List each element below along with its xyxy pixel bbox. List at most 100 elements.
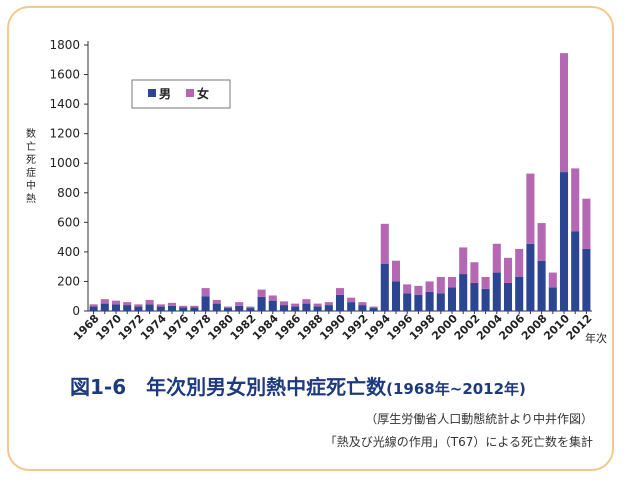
bar-male bbox=[526, 243, 535, 311]
bar-male bbox=[492, 272, 501, 311]
bar-male bbox=[223, 308, 233, 311]
bar-female bbox=[246, 306, 255, 309]
bar-male bbox=[380, 263, 389, 311]
bar-female bbox=[391, 260, 401, 282]
bar-female bbox=[571, 168, 580, 232]
y-tick-label: 1000 bbox=[49, 156, 80, 170]
bar-female bbox=[134, 304, 143, 307]
bar-male bbox=[347, 302, 356, 311]
bar-male bbox=[291, 306, 300, 311]
bar-female bbox=[291, 303, 300, 307]
bar-male bbox=[391, 281, 401, 311]
bar-female bbox=[89, 304, 98, 307]
bar-male bbox=[414, 294, 423, 311]
bar-female bbox=[414, 285, 423, 295]
bar-female bbox=[145, 299, 154, 305]
bar-female bbox=[425, 281, 434, 292]
bar-male bbox=[156, 306, 165, 311]
bar-female bbox=[559, 53, 569, 173]
bar-male bbox=[167, 305, 177, 311]
legend-label-female: 女 bbox=[197, 86, 209, 101]
bar-female bbox=[515, 248, 524, 278]
title-main: 図1-6 年次別男女別熱中症死亡数 bbox=[70, 375, 387, 399]
bar-female bbox=[324, 302, 333, 306]
bar-male bbox=[481, 288, 490, 311]
bar-male bbox=[503, 282, 513, 311]
bar-male bbox=[548, 287, 557, 311]
bar-male bbox=[302, 303, 311, 311]
bar-female bbox=[369, 306, 378, 309]
bar-male bbox=[470, 282, 479, 311]
bar-male bbox=[89, 306, 98, 311]
y-tick-label: 600 bbox=[57, 215, 80, 229]
bar-female bbox=[100, 299, 109, 304]
bar-male bbox=[201, 296, 210, 311]
bar-female bbox=[123, 302, 132, 306]
bar-female bbox=[436, 277, 445, 294]
y-tick-label: 0 bbox=[72, 304, 80, 318]
legend-swatch-female bbox=[186, 89, 194, 97]
x-axis-label: 年次 bbox=[585, 331, 607, 345]
bar-male bbox=[134, 306, 143, 311]
bar-female bbox=[179, 305, 188, 308]
legend-box bbox=[131, 79, 231, 109]
y-tick-label: 1800 bbox=[49, 38, 80, 52]
bar-female bbox=[335, 288, 345, 295]
bar-female bbox=[548, 272, 557, 288]
bar-female bbox=[358, 302, 367, 306]
bar-male bbox=[459, 274, 468, 311]
figure-title: 図1-6 年次別男女別熱中症死亡数(1968年~2012年) bbox=[70, 371, 526, 400]
bar-male bbox=[313, 306, 322, 311]
bar-male bbox=[335, 294, 345, 311]
bar-female bbox=[492, 243, 501, 273]
bar-female bbox=[313, 303, 322, 307]
bar-male bbox=[100, 303, 109, 311]
bar-female bbox=[380, 223, 389, 264]
figure-frame bbox=[7, 6, 614, 471]
y-tick-label: 400 bbox=[57, 245, 80, 259]
bar-male bbox=[179, 307, 188, 311]
bar-female bbox=[526, 173, 535, 244]
bar-female bbox=[537, 223, 546, 261]
bar-female bbox=[582, 198, 591, 249]
bar-female bbox=[447, 277, 457, 288]
y-axis-label: 数亡死症中熱 bbox=[26, 129, 36, 205]
bar-male bbox=[190, 307, 199, 311]
bar-female bbox=[470, 262, 479, 283]
source-note-2: 「熱及び光線の作用」（T67）による死亡数を集計 bbox=[324, 435, 593, 449]
bar-male bbox=[235, 305, 244, 311]
bar-male bbox=[324, 305, 333, 311]
bar-male bbox=[582, 248, 591, 311]
bar-female bbox=[156, 304, 165, 307]
source-note-1: （厚生労働省人口動態統計より中井作図） bbox=[365, 412, 593, 426]
bar-male bbox=[515, 277, 524, 311]
bar-female bbox=[268, 295, 277, 301]
bar-male bbox=[212, 303, 221, 311]
bar-male bbox=[257, 296, 266, 311]
bar-female bbox=[279, 301, 289, 306]
bar-male bbox=[425, 291, 434, 311]
bar-male bbox=[369, 308, 378, 311]
legend-label-male: 男 bbox=[159, 87, 171, 101]
bar-male bbox=[537, 260, 546, 311]
bar-female bbox=[190, 305, 199, 308]
title-range: (1968年~2012年) bbox=[386, 380, 526, 398]
bar-female bbox=[167, 302, 177, 306]
bar-male bbox=[111, 304, 121, 311]
bar-male bbox=[279, 305, 289, 311]
bar-male bbox=[571, 231, 580, 311]
bar-female bbox=[257, 289, 266, 297]
bar-female bbox=[302, 299, 311, 304]
bar-male bbox=[436, 293, 445, 311]
bar-female bbox=[459, 247, 468, 275]
bar-female bbox=[403, 284, 412, 294]
bar-female bbox=[503, 257, 513, 283]
bar-male bbox=[268, 300, 277, 311]
bar-female bbox=[111, 300, 121, 305]
bar-male bbox=[559, 172, 569, 311]
bar-female bbox=[223, 306, 233, 309]
bar-male bbox=[123, 305, 132, 311]
y-tick-label: 800 bbox=[57, 186, 80, 200]
bar-male bbox=[447, 287, 457, 311]
